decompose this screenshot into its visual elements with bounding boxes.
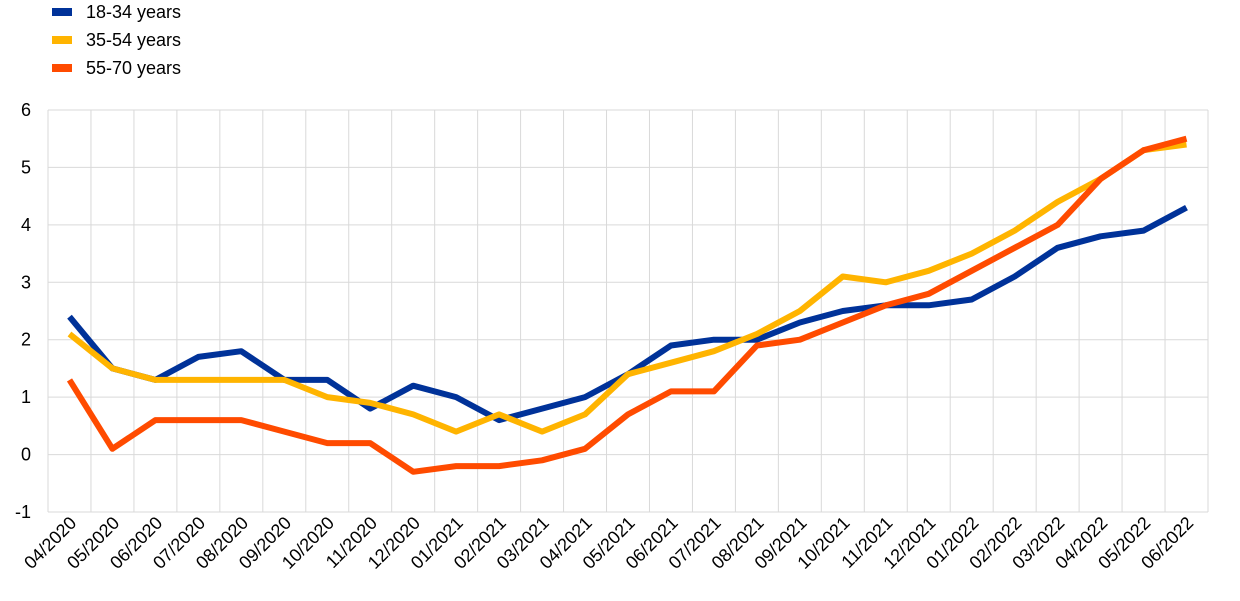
- legend-swatch: [52, 64, 72, 72]
- y-axis-ticks: -1 0 1 2 3 4 5 6: [15, 100, 31, 522]
- grid: [47, 109, 1209, 513]
- series-line-35-54-years: [67, 141, 1187, 435]
- legend-swatch: [52, 8, 72, 16]
- series-line-55-70-years: [66, 135, 1188, 475]
- legend-label: 35-54 years: [86, 30, 181, 50]
- y-tick-label: 1: [21, 387, 31, 407]
- legend-label: 18-34 years: [86, 2, 181, 22]
- y-tick-label: 0: [21, 445, 31, 465]
- y-tick-label: 2: [21, 330, 31, 350]
- y-tick-label: 5: [21, 157, 31, 177]
- legend: 18-34 years 35-54 years 55-70 years: [52, 2, 181, 78]
- legend-swatch: [52, 36, 72, 44]
- y-tick-label: 3: [21, 272, 31, 292]
- legend-label: 55-70 years: [86, 58, 181, 78]
- y-tick-label: 6: [21, 100, 31, 120]
- y-tick-label: 4: [21, 215, 31, 235]
- series-line-18-34-years: [67, 204, 1188, 424]
- y-tick-label: -1: [15, 502, 31, 522]
- series-lines: [66, 135, 1188, 475]
- x-axis-ticks: 04/202005/202006/202007/202008/202009/20…: [20, 513, 1197, 573]
